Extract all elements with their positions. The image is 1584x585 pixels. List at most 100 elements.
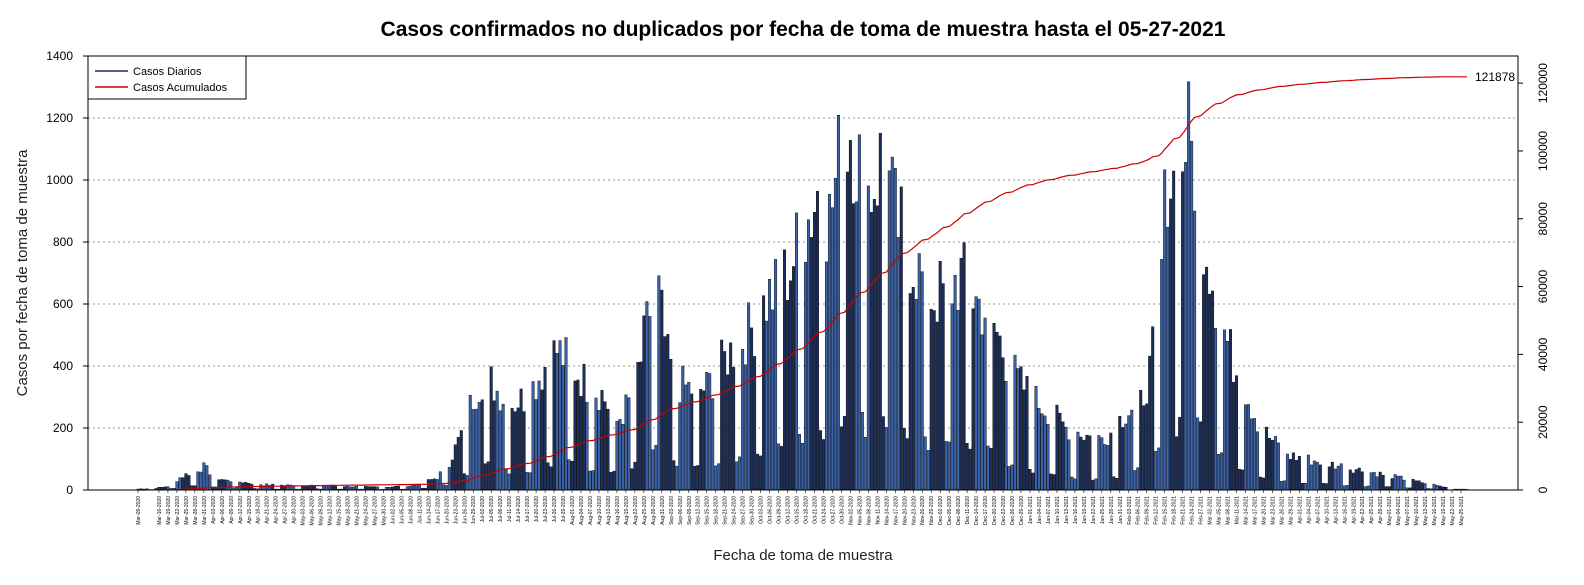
bar-day-163 xyxy=(624,394,628,491)
bar-day-126 xyxy=(513,411,517,491)
bar-day-264 xyxy=(926,450,930,491)
x-tick-label-109: Feb-03-2021 xyxy=(1127,496,1133,525)
bar-day-278 xyxy=(968,448,972,491)
bar-day-127 xyxy=(516,407,520,491)
bar-day-94 xyxy=(417,484,421,491)
x-tick-label-98: Jan-01-2021 xyxy=(1028,496,1034,524)
bar-day-318 xyxy=(1088,435,1092,491)
bar-day-202 xyxy=(741,349,745,491)
bar-day-426 xyxy=(1411,478,1415,491)
bar-day-172 xyxy=(651,449,655,491)
bar-day-17 xyxy=(187,475,191,491)
x-tick-label-64: Sep-21-2020 xyxy=(723,496,729,525)
bar-day-198 xyxy=(729,342,733,491)
bar-day-243 xyxy=(863,437,867,491)
bar-day-137 xyxy=(546,462,550,491)
bar-day-138 xyxy=(549,466,553,491)
bar-day-236 xyxy=(842,416,846,491)
x-tick-label-27: Jun-02-2020 xyxy=(390,496,396,524)
bar-day-382 xyxy=(1279,481,1283,491)
bar-day-15 xyxy=(181,477,185,491)
x-tick-label-128: Apr-01-2021 xyxy=(1297,496,1303,524)
bar-day-294 xyxy=(1016,368,1020,491)
bar-day-249 xyxy=(881,416,885,491)
bar-day-41 xyxy=(259,484,263,491)
x-tick-label-41: Jul-14-2020 xyxy=(516,496,522,523)
bar-day-335 xyxy=(1139,389,1143,491)
bar-day-331 xyxy=(1127,415,1131,491)
bar-day-323 xyxy=(1103,444,1107,491)
bar-day-125 xyxy=(510,407,514,491)
bar-day-63 xyxy=(325,485,329,491)
x-tick-label-9: Apr-09-2020 xyxy=(229,496,235,524)
x-tick-label-40: Jul-11-2020 xyxy=(507,496,513,522)
bar-day-23 xyxy=(205,465,209,491)
bar-day-387 xyxy=(1294,460,1298,491)
bar-day-158 xyxy=(609,472,613,491)
x-tick-label-123: Mar-17-2021 xyxy=(1252,496,1258,525)
bar-day-141 xyxy=(558,340,562,491)
bar-day-281 xyxy=(977,298,981,491)
bar-day-257 xyxy=(905,438,909,491)
bar-day-180 xyxy=(675,465,679,491)
bar-day-417 xyxy=(1384,486,1388,491)
bar-day-409 xyxy=(1360,471,1364,491)
bar-day-181 xyxy=(678,402,682,491)
bar-day-305 xyxy=(1049,473,1053,491)
x-tick-label-137: Apr-28-2021 xyxy=(1378,496,1384,524)
bar-day-312 xyxy=(1070,476,1074,491)
x-tick-label-0: Mar-09-2020 xyxy=(136,496,142,525)
bar-day-229 xyxy=(821,439,825,491)
bar-day-116 xyxy=(483,463,487,491)
bar-day-383 xyxy=(1282,480,1286,491)
bar-day-144 xyxy=(567,459,571,491)
bar-day-226 xyxy=(813,212,816,491)
x-tick-label-50: Aug-10-2020 xyxy=(597,496,603,525)
bar-day-188 xyxy=(699,389,703,491)
x-tick-label-53: Aug-19-2020 xyxy=(624,496,630,525)
bar-day-98 xyxy=(429,479,433,491)
bar-day-401 xyxy=(1336,465,1340,491)
x-tick-label-14: Apr-24-2020 xyxy=(274,496,280,524)
x-tick-label-100: Jan-07-2021 xyxy=(1046,496,1052,524)
x-tick-label-114: Feb-18-2021 xyxy=(1172,496,1178,525)
bar-day-193 xyxy=(714,465,718,491)
bar-day-240 xyxy=(854,201,858,491)
bar-day-256 xyxy=(902,428,906,491)
bar-day-139 xyxy=(552,340,556,491)
bar-day-348 xyxy=(1178,416,1182,491)
bar-day-185 xyxy=(690,393,694,491)
bar-day-400 xyxy=(1333,468,1337,491)
bar-day-342 xyxy=(1160,259,1164,491)
bar-day-16 xyxy=(184,473,188,491)
x-tick-label-16: Apr-30-2020 xyxy=(292,496,298,524)
bar-day-258 xyxy=(908,293,912,491)
x-tick-label-30: Jun-11-2020 xyxy=(417,496,423,524)
bar-day-319 xyxy=(1091,479,1095,491)
bar-day-106 xyxy=(453,444,457,491)
x-tick-label-22: May-18-2020 xyxy=(346,496,352,526)
bar-day-183 xyxy=(684,384,688,491)
bar-day-299 xyxy=(1031,472,1035,491)
bar-day-195 xyxy=(720,339,724,491)
x-tick-label-120: Mar-08-2021 xyxy=(1226,496,1232,525)
bar-day-429 xyxy=(1420,482,1424,491)
bar-day-315 xyxy=(1079,436,1083,491)
x-tick-label-32: Jun-17-2020 xyxy=(435,496,441,524)
bar-day-303 xyxy=(1043,415,1047,491)
bar-day-411 xyxy=(1366,485,1370,491)
bar-day-241 xyxy=(857,134,861,491)
y2-tick-label-2: 40000 xyxy=(1536,337,1550,371)
x-tick-label-39: Jul-08-2020 xyxy=(498,496,504,523)
bar-day-119 xyxy=(492,400,496,491)
bar-day-150 xyxy=(585,402,589,491)
bar-day-372 xyxy=(1250,418,1253,491)
bar-day-363 xyxy=(1223,329,1227,491)
bar-day-423 xyxy=(1402,479,1406,491)
bar-day-31 xyxy=(229,481,233,491)
x-tick-label-1: Mar-16-2020 xyxy=(157,496,163,525)
bar-day-390 xyxy=(1303,482,1307,491)
bar-day-365 xyxy=(1229,329,1233,491)
bar-day-413 xyxy=(1372,472,1376,491)
bar-day-149 xyxy=(582,363,586,491)
